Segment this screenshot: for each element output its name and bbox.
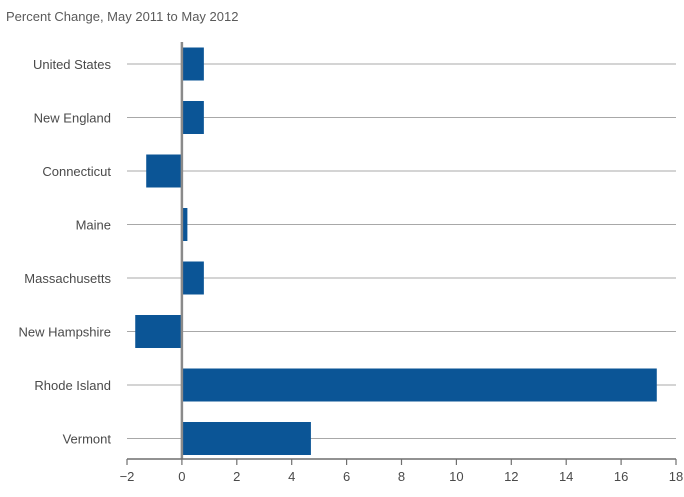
bar-rhode-island bbox=[181, 368, 657, 402]
bars bbox=[135, 47, 657, 455]
category-label: Rhode Island bbox=[34, 378, 111, 393]
chart-title: Percent Change, May 2011 to May 2012 bbox=[6, 9, 238, 24]
bar-united-states bbox=[181, 47, 204, 81]
bar-new-hampshire bbox=[135, 315, 182, 348]
x-tick-label: 6 bbox=[343, 469, 350, 484]
x-tick-label: 12 bbox=[504, 469, 518, 484]
category-label: Maine bbox=[76, 218, 111, 233]
category-label: Vermont bbox=[63, 432, 112, 447]
x-tick-label: 18 bbox=[669, 469, 683, 484]
x-tick-label: 16 bbox=[614, 469, 628, 484]
category-label: New England bbox=[34, 111, 111, 126]
category-label: United States bbox=[33, 57, 112, 72]
x-tick-label: 10 bbox=[449, 469, 463, 484]
x-tick-label: −2 bbox=[120, 469, 135, 484]
category-labels: United States New England Connecticut Maine… bbox=[19, 57, 112, 447]
x-tick-label: 8 bbox=[398, 469, 405, 484]
category-label: Connecticut bbox=[42, 164, 111, 179]
category-label: Massachusetts bbox=[24, 271, 111, 286]
x-tick-label: 2 bbox=[233, 469, 240, 484]
bar-connecticut bbox=[146, 154, 182, 188]
bar-maine bbox=[181, 208, 188, 241]
x-tick-label: 14 bbox=[559, 469, 573, 484]
bar-massachusetts bbox=[181, 261, 204, 295]
x-tick-label: 4 bbox=[288, 469, 295, 484]
x-tick-label: 0 bbox=[178, 469, 185, 484]
x-axis: −2 0 2 4 6 8 10 12 14 16 18 bbox=[120, 42, 683, 484]
category-label: New Hampshire bbox=[19, 325, 111, 340]
bar-new-england bbox=[181, 101, 204, 134]
bar-vermont bbox=[181, 422, 311, 455]
